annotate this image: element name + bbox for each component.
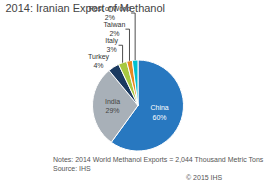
svg-text:Turkey4%: Turkey4% (88, 53, 110, 69)
svg-text:India29%: India29% (105, 98, 120, 114)
svg-text:Taiwan2%: Taiwan2% (104, 21, 126, 37)
svg-text:© 2015 IHS: © 2015 IHS (186, 174, 223, 181)
svg-text:Notes: 2014 World Methanol Exp: Notes: 2014 World Methanol Exports = 2,0… (53, 156, 264, 164)
svg-text:2014: Iranian Export of Methan: 2014: Iranian Export of Methanol (5, 2, 165, 14)
svg-text:China60%: China60% (150, 104, 168, 120)
svg-text:Source: IHS: Source: IHS (53, 165, 91, 172)
svg-text:Rest of World2%: Rest of World2% (89, 5, 131, 21)
svg-text:Italy3%: Italy3% (105, 37, 118, 53)
